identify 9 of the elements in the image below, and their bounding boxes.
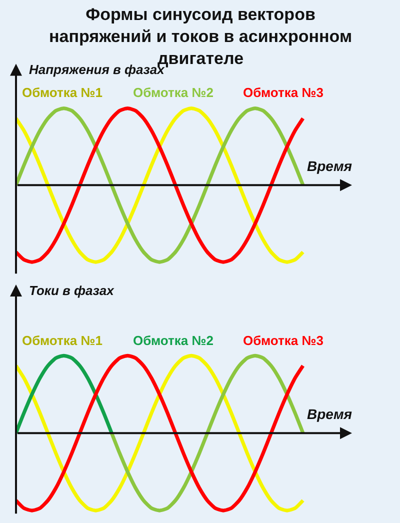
series-label: Обмотка №1	[22, 333, 102, 348]
y-axis-title: Токи в фазах	[29, 283, 115, 298]
text: Обмотка №2	[133, 333, 214, 348]
text: Обмотка №2	[133, 85, 214, 100]
text: Обмотка №3	[243, 333, 324, 348]
text: Обмотка №3	[243, 85, 324, 100]
series-label: Обмотка №1	[22, 85, 102, 100]
x-axis-title: Время	[307, 406, 352, 422]
x-axis-title: Время	[307, 158, 352, 174]
